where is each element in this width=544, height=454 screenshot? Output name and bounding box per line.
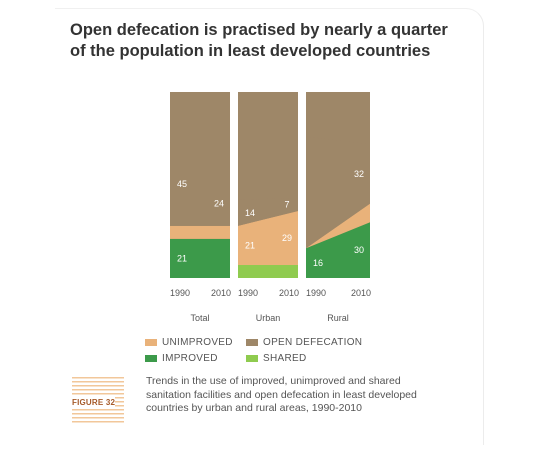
legend-label-improved: IMPROVED <box>162 353 218 364</box>
data-label-urban-unimproved-1990: 21 <box>245 240 255 250</box>
area-rural-unimproved <box>306 203 370 249</box>
x-tick-rural-2010: 2010 <box>351 288 371 298</box>
area-urban-unimproved <box>238 211 298 265</box>
chart-title-line-1: Open defecation is practised by nearly a… <box>70 21 448 39</box>
area-urban-open-defecation <box>238 198 298 226</box>
x-tick-urban-1990: 1990 <box>238 288 258 298</box>
legend-label-unimproved: UNIMPROVED <box>162 337 233 348</box>
panel-label-total: Total <box>190 313 209 323</box>
panel-label-rural: Rural <box>327 313 349 323</box>
panel-label-urban: Urban <box>256 313 281 323</box>
figure-label: FIGURE 32 <box>72 397 116 408</box>
area-rural-improved <box>306 222 370 278</box>
x-tick-rural-1990: 1990 <box>306 288 326 298</box>
legend-swatch-improved <box>145 355 157 362</box>
legend-label-shared: SHARED <box>263 353 307 364</box>
data-label-rural-improved-2010: 30 <box>354 245 364 255</box>
data-label-rural-improved-1990: 16 <box>313 258 323 268</box>
area-rural-open-defecation <box>306 136 370 249</box>
chart-title: Open defecation is practised by nearly a… <box>70 20 480 62</box>
legend-label-open-defecation: OPEN DEFECATION <box>263 337 363 348</box>
data-label-total-open-defecation-2010: 24 <box>214 199 224 209</box>
area-total-unimproved <box>170 225 230 239</box>
legend-swatch-unimproved <box>145 339 157 346</box>
figure-card <box>55 8 484 445</box>
x-tick-urban-2010: 2010 <box>279 288 299 298</box>
area-total-open-defecation <box>170 142 230 226</box>
legend-swatch-open-defecation <box>246 339 258 346</box>
area-total-improved <box>170 238 230 278</box>
data-label-rural-open-defecation-2010: 32 <box>354 169 364 179</box>
area-urban-shared <box>238 265 298 278</box>
data-label-urban-open-defecation-2010: 7 <box>284 200 289 210</box>
data-label-total-open-defecation-1990: 45 <box>177 179 187 189</box>
data-label-total-improved-1990: 21 <box>177 253 187 263</box>
x-tick-total-1990: 1990 <box>170 288 190 298</box>
data-label-urban-open-defecation-1990: 14 <box>245 208 255 218</box>
chart-title-line-2: of the population in least developed cou… <box>70 42 431 60</box>
figure-caption: Trends in the use of improved, unimprove… <box>146 375 417 414</box>
legend-swatch-shared <box>246 355 258 362</box>
data-label-urban-unimproved-2010: 29 <box>282 233 292 243</box>
x-tick-total-2010: 2010 <box>211 288 231 298</box>
